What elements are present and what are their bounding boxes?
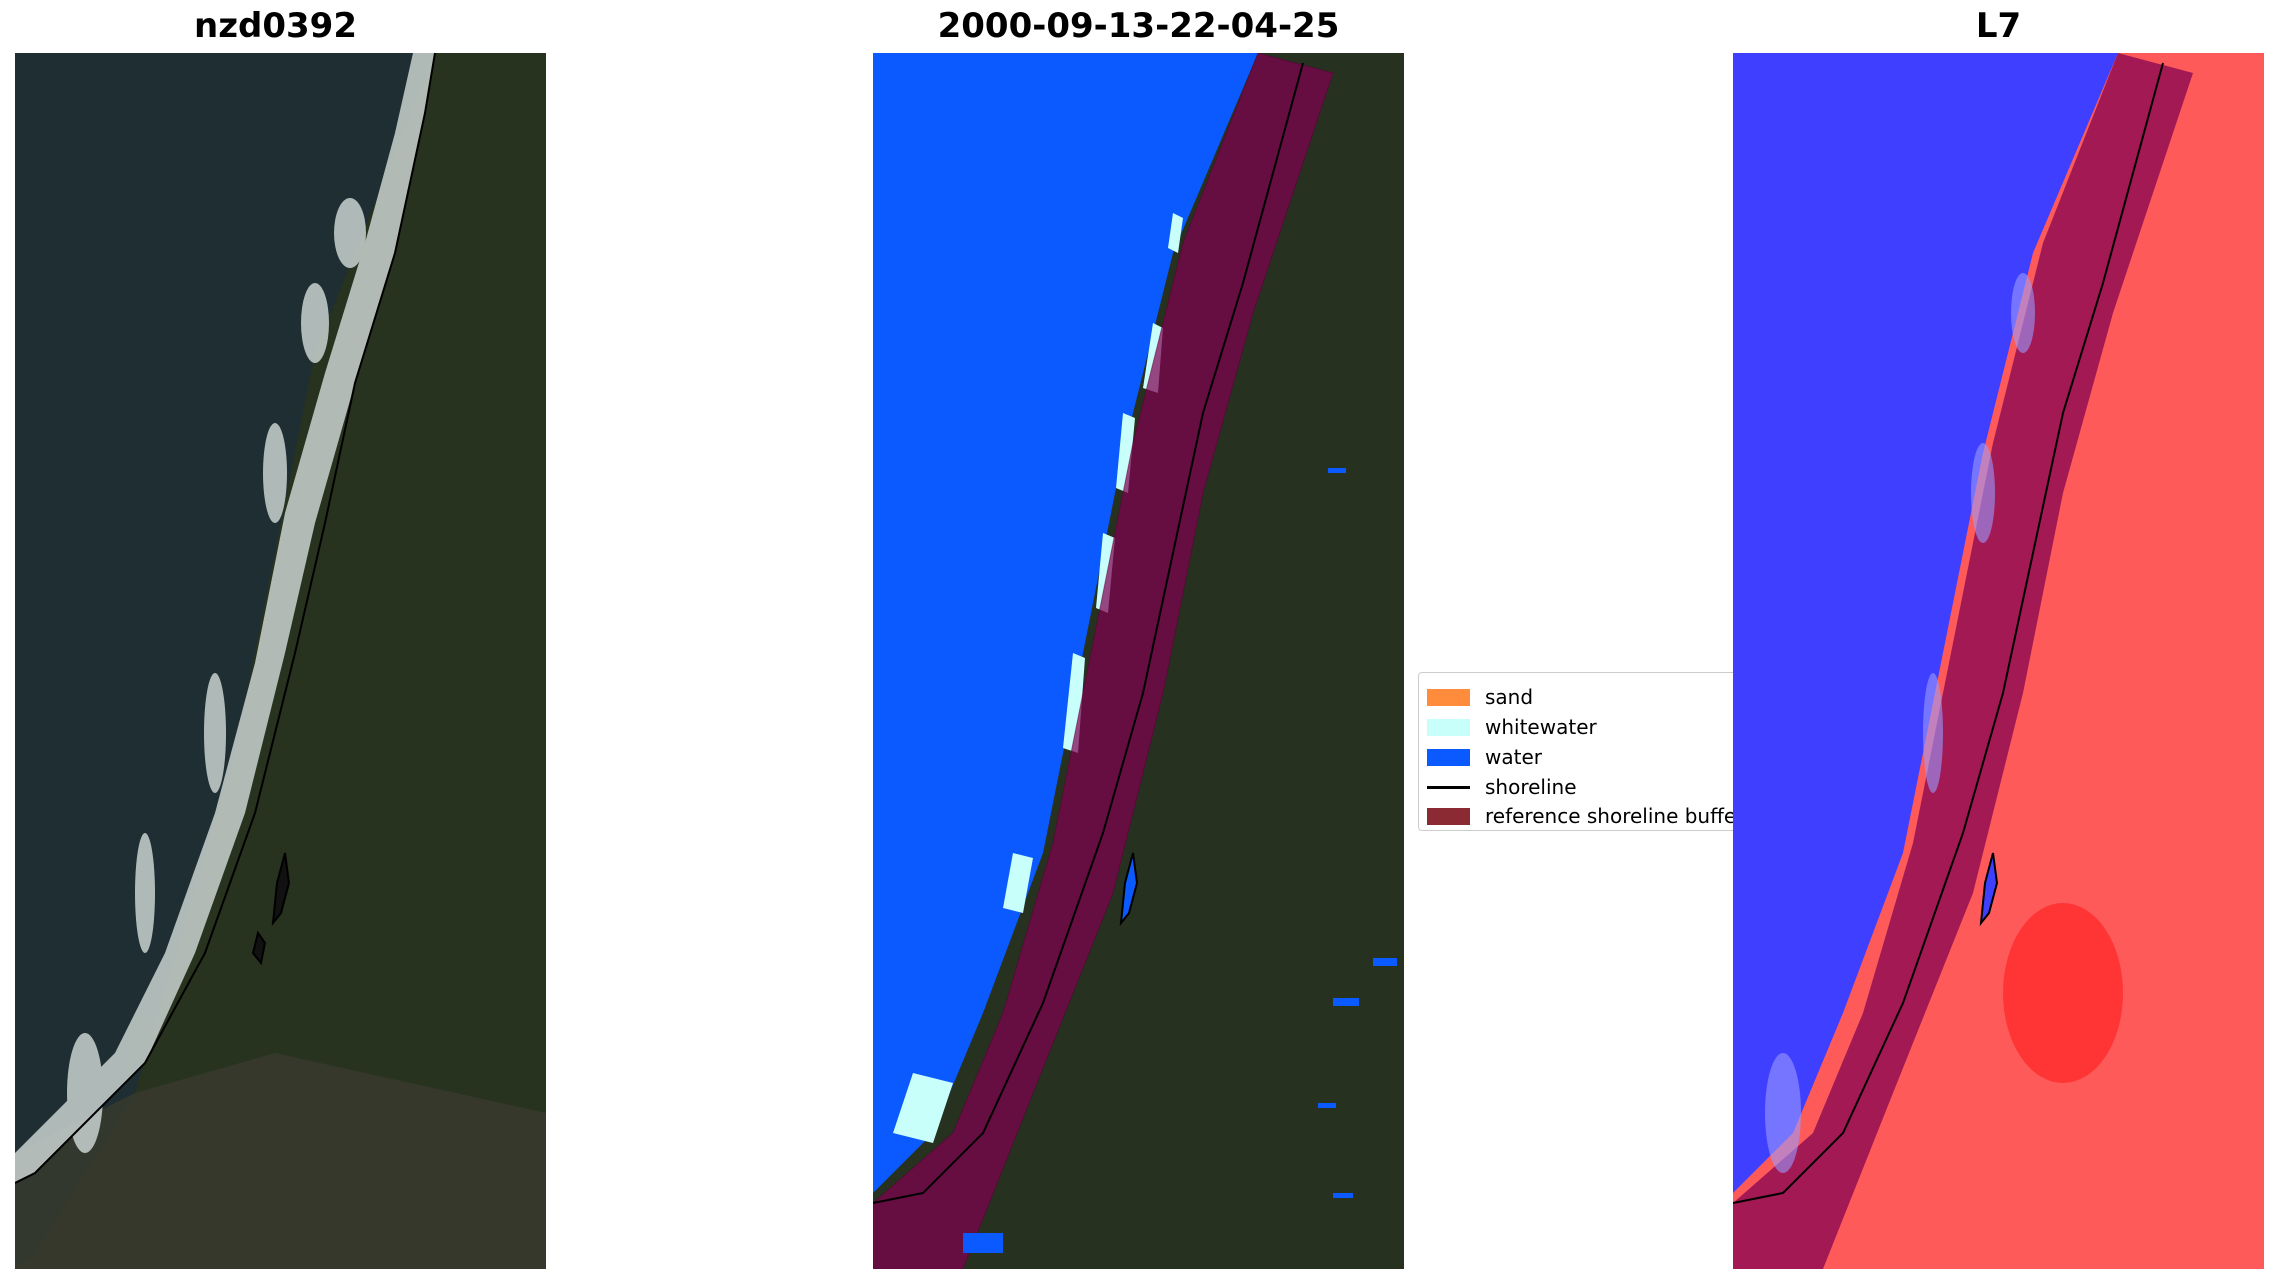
shoreline-line-swatch [1427,785,1470,789]
legend: sand whitewater water shoreline referenc… [1418,672,1744,831]
index-panel [1733,53,2264,1269]
panel-title-classification: 2000-09-13-22-04-25 [937,6,1340,46]
rgb-image-panel [15,53,546,1269]
legend-item-reference-buffer: reference shoreline buffer [1427,802,1744,830]
legend-item-whitewater: whitewater [1427,713,1597,741]
water-swatch [1427,748,1470,766]
legend-label: sand [1485,685,1534,709]
sand-swatch [1427,688,1470,706]
legend-label: shoreline [1485,775,1577,799]
legend-item-sand: sand [1427,683,1533,711]
buffer-swatch [1427,807,1470,825]
panel-title-index: L7 [1975,6,2022,46]
legend-label: whitewater [1485,715,1597,739]
legend-item-water: water [1427,743,1542,771]
legend-label: reference shoreline buffer [1485,804,1744,828]
legend-label: water [1485,745,1542,769]
whitewater-swatch [1427,718,1470,736]
panel-title-rgb: nzd0392 [194,6,357,46]
legend-item-shoreline: shoreline [1427,773,1577,801]
classification-panel [873,53,1404,1269]
